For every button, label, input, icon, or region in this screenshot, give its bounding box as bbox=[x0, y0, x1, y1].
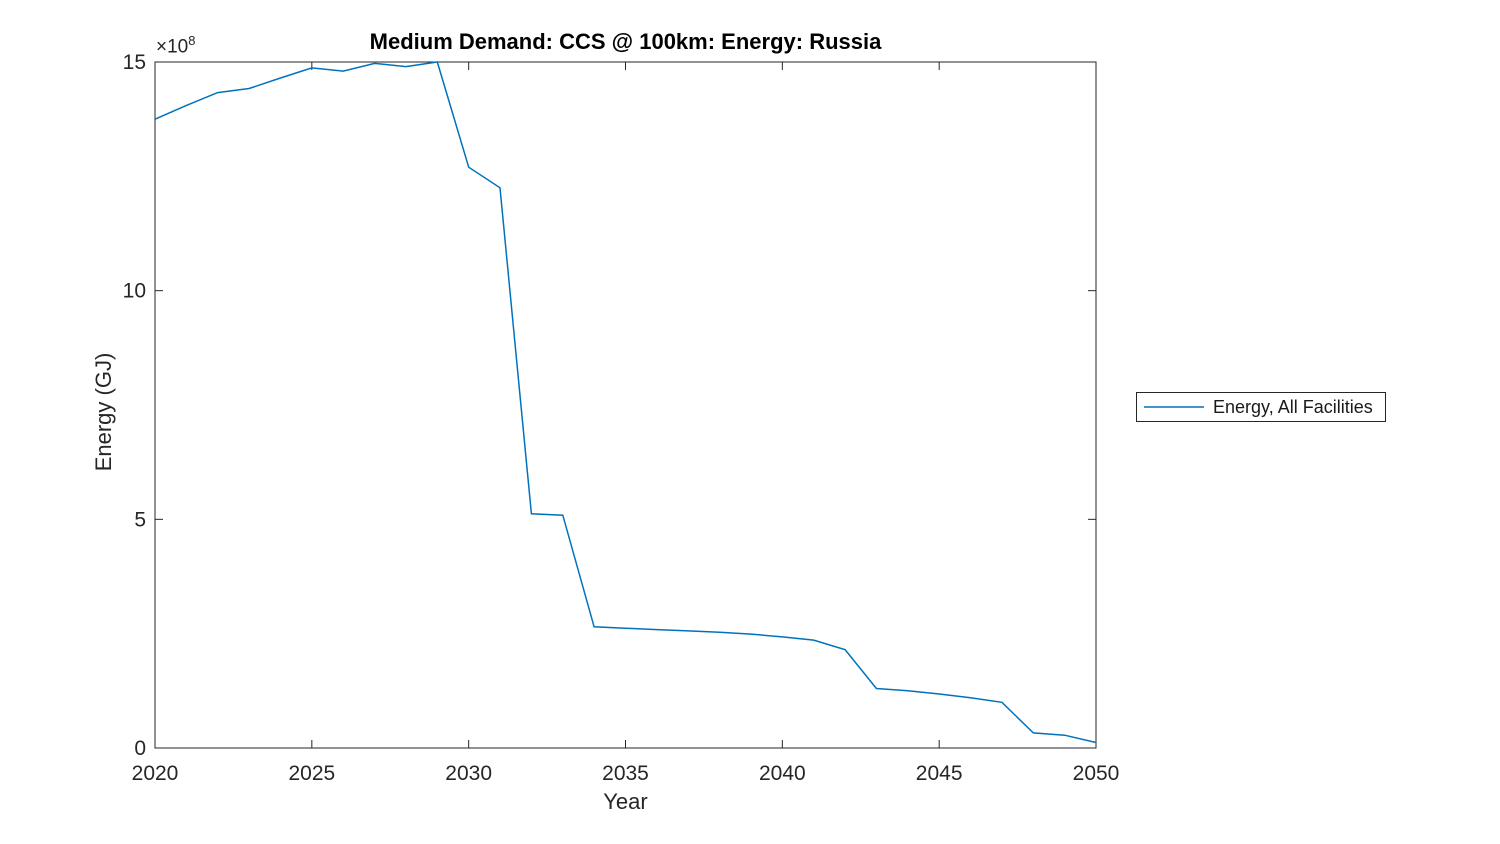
y-axis-label: Energy (GJ) bbox=[91, 352, 116, 472]
x-tick-label: 2045 bbox=[916, 762, 963, 785]
y-axis-exponent-power: 8 bbox=[188, 33, 196, 48]
axis-box bbox=[154, 61, 1097, 749]
x-tick-label: 2020 bbox=[132, 762, 179, 785]
y-tick-label: 5 bbox=[134, 508, 146, 531]
chart-title: Medium Demand: CCS @ 100km: Energy: Russ… bbox=[369, 29, 882, 54]
y-axis-exponent-label: ×108 bbox=[156, 33, 195, 58]
y-tick-label: 0 bbox=[134, 737, 146, 760]
x-axis-label: Year bbox=[603, 789, 648, 814]
x-tick-label: 2050 bbox=[1073, 762, 1120, 785]
x-tick-label: 2035 bbox=[602, 762, 649, 785]
legend: Energy, All Facilities bbox=[1136, 392, 1386, 422]
series-line-0 bbox=[154, 61, 1097, 744]
y-tick-label: 10 bbox=[123, 280, 146, 303]
legend-line-icon bbox=[1144, 406, 1204, 408]
y-axis-exponent-base: ×10 bbox=[156, 36, 189, 58]
x-tick-label: 2025 bbox=[288, 762, 335, 785]
x-tick-label: 2040 bbox=[759, 762, 806, 785]
legend-label: Energy, All Facilities bbox=[1213, 396, 1373, 417]
x-tick-label: 2030 bbox=[445, 762, 492, 785]
y-tick-label: 15 bbox=[123, 51, 146, 74]
